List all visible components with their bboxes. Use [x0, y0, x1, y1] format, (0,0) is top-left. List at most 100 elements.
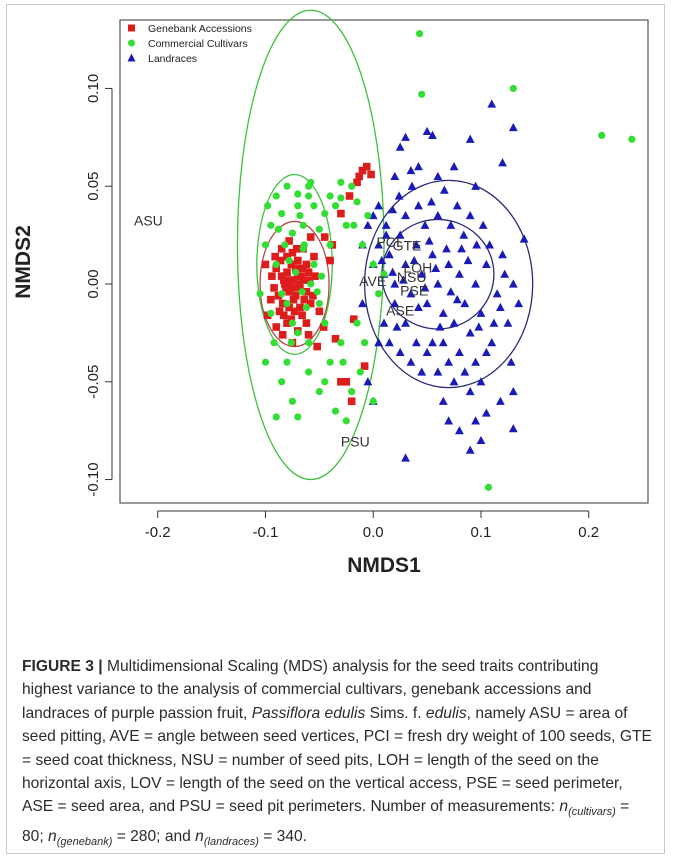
point-commercial-cultivars — [350, 221, 358, 229]
point-landraces — [455, 347, 464, 357]
point-commercial-cultivars — [326, 241, 334, 249]
point-landraces — [438, 396, 448, 405]
point-landraces — [428, 338, 437, 347]
point-commercial-cultivars — [356, 368, 364, 376]
point-landraces — [444, 416, 454, 425]
point-landraces — [474, 322, 484, 331]
point-commercial-cultivars — [304, 339, 313, 347]
point-commercial-cultivars — [274, 225, 282, 233]
point-commercial-cultivars — [294, 190, 302, 198]
point-genebank-accessions — [360, 362, 369, 370]
point-genebank-accessions — [279, 276, 288, 284]
point-landraces — [476, 308, 486, 317]
point-landraces — [363, 220, 373, 229]
point-landraces — [417, 367, 427, 376]
point-genebank-accessions — [299, 276, 307, 284]
x-tick-label: 0.2 — [578, 524, 599, 541]
caption-species: Passiflora edulis — [251, 704, 366, 722]
point-commercial-cultivars — [337, 339, 345, 347]
point-commercial-cultivars — [337, 194, 345, 202]
point-genebank-accessions — [306, 299, 315, 308]
point-commercial-cultivars — [315, 387, 323, 396]
point-landraces — [414, 162, 423, 171]
point-commercial-cultivars — [418, 90, 426, 98]
point-genebank-accessions — [287, 315, 296, 323]
point-landraces — [495, 302, 505, 312]
figure-caption: FIGURE 3 | Multidimensional Scaling (MDS… — [22, 655, 652, 854]
point-commercial-cultivars — [321, 319, 329, 327]
point-landraces — [449, 377, 459, 386]
point-landraces — [487, 338, 497, 347]
point-genebank-accessions — [261, 260, 270, 269]
point-landraces — [358, 298, 367, 308]
point-genebank-accessions — [278, 299, 287, 308]
point-landraces — [444, 259, 454, 269]
point-commercial-cultivars — [310, 202, 318, 210]
point-landraces — [411, 338, 421, 347]
point-genebank-accessions — [345, 192, 354, 200]
point-genebank-accessions — [277, 272, 286, 280]
point-commercial-cultivars — [272, 192, 280, 200]
point-genebank-accessions — [287, 260, 296, 269]
point-landraces — [476, 377, 486, 386]
point-landraces — [465, 386, 475, 396]
point-genebank-accessions — [296, 284, 304, 292]
n2-subscript: (genebank) — [56, 835, 113, 848]
point-landraces — [422, 347, 432, 357]
point-commercial-cultivars — [307, 280, 315, 288]
ellipse-commercial-cultivars — [236, 9, 385, 481]
point-landraces — [395, 347, 405, 357]
point-landraces — [394, 191, 404, 200]
point-commercial-cultivars — [353, 319, 361, 327]
point-landraces — [457, 244, 466, 253]
point-genebank-accessions — [358, 166, 367, 175]
vector-label-asu: ASU — [134, 212, 163, 228]
caption-variety: edulis — [425, 704, 467, 722]
y-tick-label: 0.00 — [85, 269, 102, 298]
point-layer — [256, 30, 636, 491]
point-genebank-accessions — [353, 178, 361, 187]
point-landraces — [401, 132, 410, 141]
n1-subscript: (cultivars) — [568, 806, 616, 819]
y-tick-label: 0.10 — [85, 74, 102, 103]
point-landraces — [377, 255, 387, 265]
point-commercial-cultivars — [285, 256, 293, 265]
vector-label-gte: GTE — [393, 238, 422, 254]
point-genebank-accessions — [331, 334, 340, 343]
n2-value: = 280; and — [112, 827, 196, 845]
point-genebank-accessions — [289, 295, 298, 304]
point-landraces — [420, 220, 430, 229]
point-commercial-cultivars — [339, 358, 347, 366]
n3-value: = 340. — [258, 827, 308, 845]
x-tick-label: 0.1 — [471, 524, 492, 541]
point-landraces — [406, 165, 416, 175]
point-landraces — [446, 287, 456, 296]
point-genebank-accessions — [290, 307, 299, 316]
vector-label-ave: AVE — [359, 273, 386, 289]
point-landraces — [401, 318, 410, 327]
point-landraces — [433, 367, 443, 376]
point-landraces — [431, 263, 441, 272]
point-genebank-accessions — [302, 319, 311, 327]
point-commercial-cultivars — [261, 241, 270, 249]
point-landraces — [514, 298, 524, 308]
point-landraces — [390, 279, 400, 288]
point-commercial-cultivars — [369, 260, 377, 269]
point-landraces — [390, 298, 400, 308]
caption-text-3: , namely ASU = area of seed pitting, AVE… — [22, 704, 652, 816]
point-landraces — [411, 240, 421, 249]
point-genebank-accessions — [291, 291, 300, 300]
point-commercial-cultivars — [628, 135, 636, 143]
point-landraces — [498, 250, 507, 259]
point-landraces — [384, 250, 394, 259]
point-landraces — [428, 250, 437, 259]
point-landraces — [508, 386, 518, 396]
point-commercial-cultivars — [256, 290, 264, 298]
point-landraces — [363, 377, 373, 386]
point-commercial-cultivars — [348, 387, 356, 396]
point-commercial-cultivars — [302, 303, 311, 312]
caption-text-1: Multidimensional Scaling (MDS) analysis … — [22, 658, 599, 722]
y-tick-label: -0.05 — [85, 365, 102, 399]
point-landraces — [508, 424, 518, 433]
